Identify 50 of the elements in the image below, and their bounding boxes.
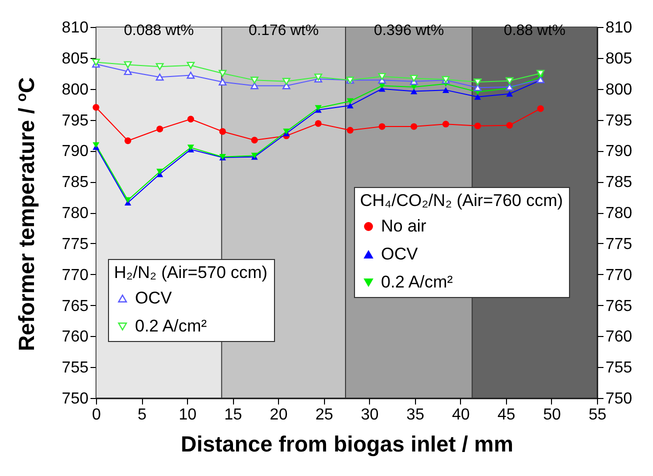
band-label: 0.088 wt% bbox=[124, 22, 194, 39]
y-tick-label: 805 bbox=[62, 50, 89, 68]
y-tick-label: 750 bbox=[62, 390, 89, 408]
y2-tick-label: 795 bbox=[606, 112, 632, 130]
y2-tick-label: 785 bbox=[606, 174, 632, 192]
y2-tick-label: 775 bbox=[606, 236, 632, 253]
x-tick-label: 35 bbox=[406, 406, 424, 424]
y-tick-label: 780 bbox=[62, 205, 89, 222]
band-label: 0.88 wt% bbox=[504, 22, 566, 39]
y2-tick-label: 800 bbox=[606, 81, 632, 98]
x-tick-label: 50 bbox=[543, 406, 561, 424]
y-tick-label: 790 bbox=[62, 143, 89, 160]
x-tick-label: 15 bbox=[224, 406, 242, 424]
legend-label: OCV bbox=[381, 244, 418, 264]
y2-tick-label: 805 bbox=[606, 50, 632, 68]
y2-tick-label: 755 bbox=[606, 360, 632, 377]
y-tick-label: 765 bbox=[62, 298, 89, 315]
y-tick-label: 800 bbox=[62, 81, 89, 98]
y2-tick-label: 770 bbox=[606, 266, 632, 284]
text: H₂/N₂ (Air=570 ccm) bbox=[114, 263, 268, 282]
y-tick-label: 795 bbox=[62, 112, 89, 130]
x-tick-label: 5 bbox=[138, 406, 147, 424]
x-tick-label: 30 bbox=[360, 406, 379, 424]
x-tick-label: 20 bbox=[270, 406, 288, 424]
x-axis-title: Distance from biogas inlet / mm bbox=[180, 432, 514, 456]
y-tick-label: 810 bbox=[62, 20, 89, 36]
y2-tick-label: 790 bbox=[606, 143, 632, 160]
band-label: 0.176 wt% bbox=[248, 22, 319, 39]
legend-label: No air bbox=[381, 216, 427, 236]
y-tick-label: 770 bbox=[62, 266, 89, 284]
y2-tick-label: 765 bbox=[606, 298, 632, 315]
y-tick-label: 785 bbox=[62, 174, 89, 192]
x-tick-label: 10 bbox=[178, 406, 197, 424]
x-tick-label: 0 bbox=[92, 406, 102, 424]
text: CH₄/CO₂/N₂ (Air=760 ccm) bbox=[360, 191, 563, 210]
y2-tick-label: 750 bbox=[606, 390, 632, 408]
x-tick-label: 25 bbox=[315, 406, 334, 424]
x-tick-label: 45 bbox=[498, 406, 516, 424]
y2-tick-label: 810 bbox=[606, 20, 632, 36]
y2-tick-label: 780 bbox=[606, 205, 632, 222]
y-tick-label: 775 bbox=[62, 236, 89, 253]
legend-label: 0.2 A/cm² bbox=[381, 272, 454, 292]
y-tick-label: 760 bbox=[62, 328, 89, 346]
legend-label: OCV bbox=[135, 288, 172, 308]
y-tick-label: 755 bbox=[62, 360, 89, 377]
x-tick-label: 55 bbox=[588, 406, 606, 424]
x-tick-label: 40 bbox=[452, 406, 470, 424]
y2-tick-label: 760 bbox=[606, 328, 632, 346]
band-label: 0.396 wt% bbox=[374, 22, 444, 39]
legend-label: 0.2 A/cm² bbox=[135, 316, 208, 336]
